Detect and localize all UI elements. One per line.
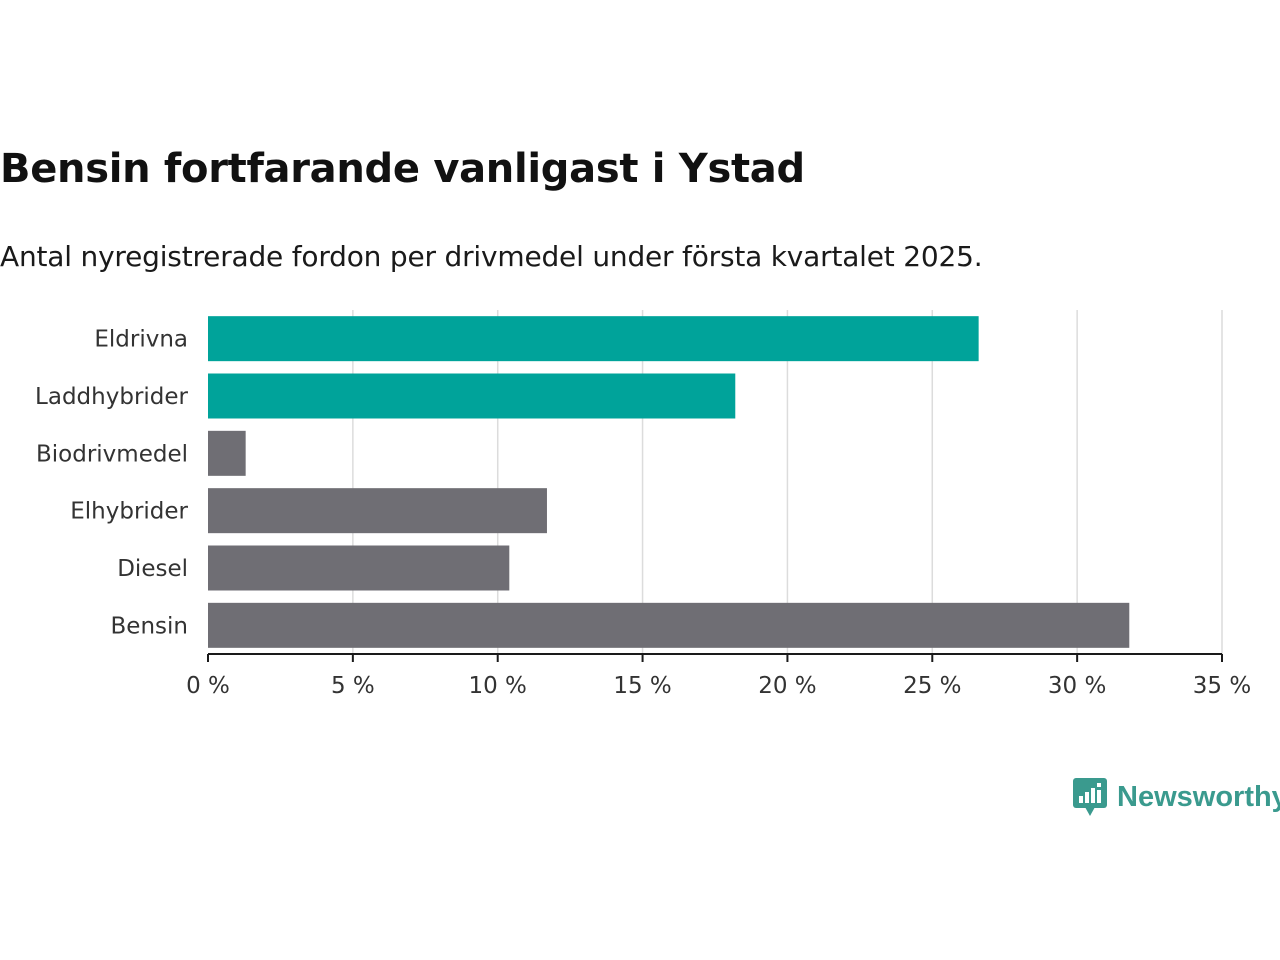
category-label: Bensin xyxy=(111,613,188,639)
bar-chart: 0 % 5 % 10 % 15 % 20 % 25 % 30 % 35 % Eldrivna L… xyxy=(35,310,1251,699)
category-label: Diesel xyxy=(117,556,188,582)
bar xyxy=(208,545,510,591)
bar xyxy=(208,488,547,534)
x-tick-label: 30 % xyxy=(1048,673,1106,699)
x-tick-label: 20 % xyxy=(758,673,816,699)
bar xyxy=(208,430,246,476)
x-tick-label: 35 % xyxy=(1193,673,1251,699)
x-tick-label: 0 % xyxy=(186,673,230,699)
category-label: Laddhybrider xyxy=(35,384,188,410)
grid-lines xyxy=(352,310,1223,654)
chart-subtitle: Antal nyregistrerade fordon per drivmede… xyxy=(0,240,983,273)
x-tick-label: 15 % xyxy=(613,673,671,699)
category-label: Elhybrider xyxy=(70,499,188,525)
x-tick-label: 5 % xyxy=(331,673,375,699)
newsworthy-logo: Newsworthy xyxy=(1073,776,1280,818)
x-tick-label: 25 % xyxy=(903,673,961,699)
chart-title: Bensin fortfarande vanligast i Ystad xyxy=(0,146,805,192)
bars xyxy=(208,316,1130,648)
x-axis: 0 % 5 % 10 % 15 % 20 % 25 % 30 % 35 % xyxy=(186,653,1251,699)
newsworthy-logo-text: Newsworthy xyxy=(1117,780,1280,813)
x-tick-label: 10 % xyxy=(468,673,526,699)
category-label: Eldrivna xyxy=(94,327,188,353)
bar xyxy=(208,316,979,362)
bar xyxy=(208,602,1130,648)
newsworthy-logo-icon xyxy=(1073,778,1107,816)
bar xyxy=(208,373,736,419)
category-label: Biodrivmedel xyxy=(36,441,188,467)
category-labels: Eldrivna Laddhybrider Biodrivmedel Elhybrid… xyxy=(35,327,188,640)
